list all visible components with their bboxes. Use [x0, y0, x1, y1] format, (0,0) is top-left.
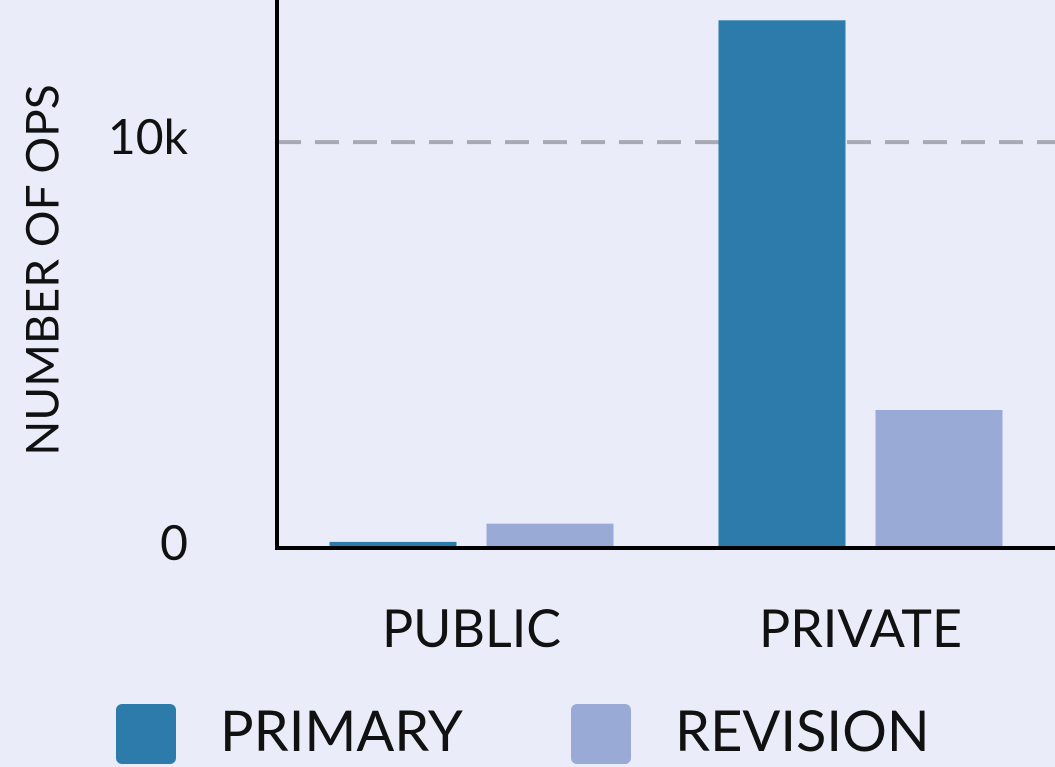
bar — [486, 523, 614, 548]
legend-swatch — [116, 704, 176, 764]
bar — [875, 409, 1003, 548]
bar — [718, 20, 846, 548]
legend-swatch — [571, 704, 631, 764]
legend-label: REVISION — [675, 696, 930, 763]
x-tick-label: PRIVATE — [759, 597, 962, 659]
x-tick-label: PUBLIC — [382, 597, 561, 659]
legend-label: PRIMARY — [220, 696, 463, 763]
y-axis-label: NUMBER OF OPS — [14, 84, 69, 456]
bar — [329, 541, 457, 548]
y-tick-label: 0 — [160, 514, 188, 571]
y-tick-label: 10k — [108, 108, 189, 165]
